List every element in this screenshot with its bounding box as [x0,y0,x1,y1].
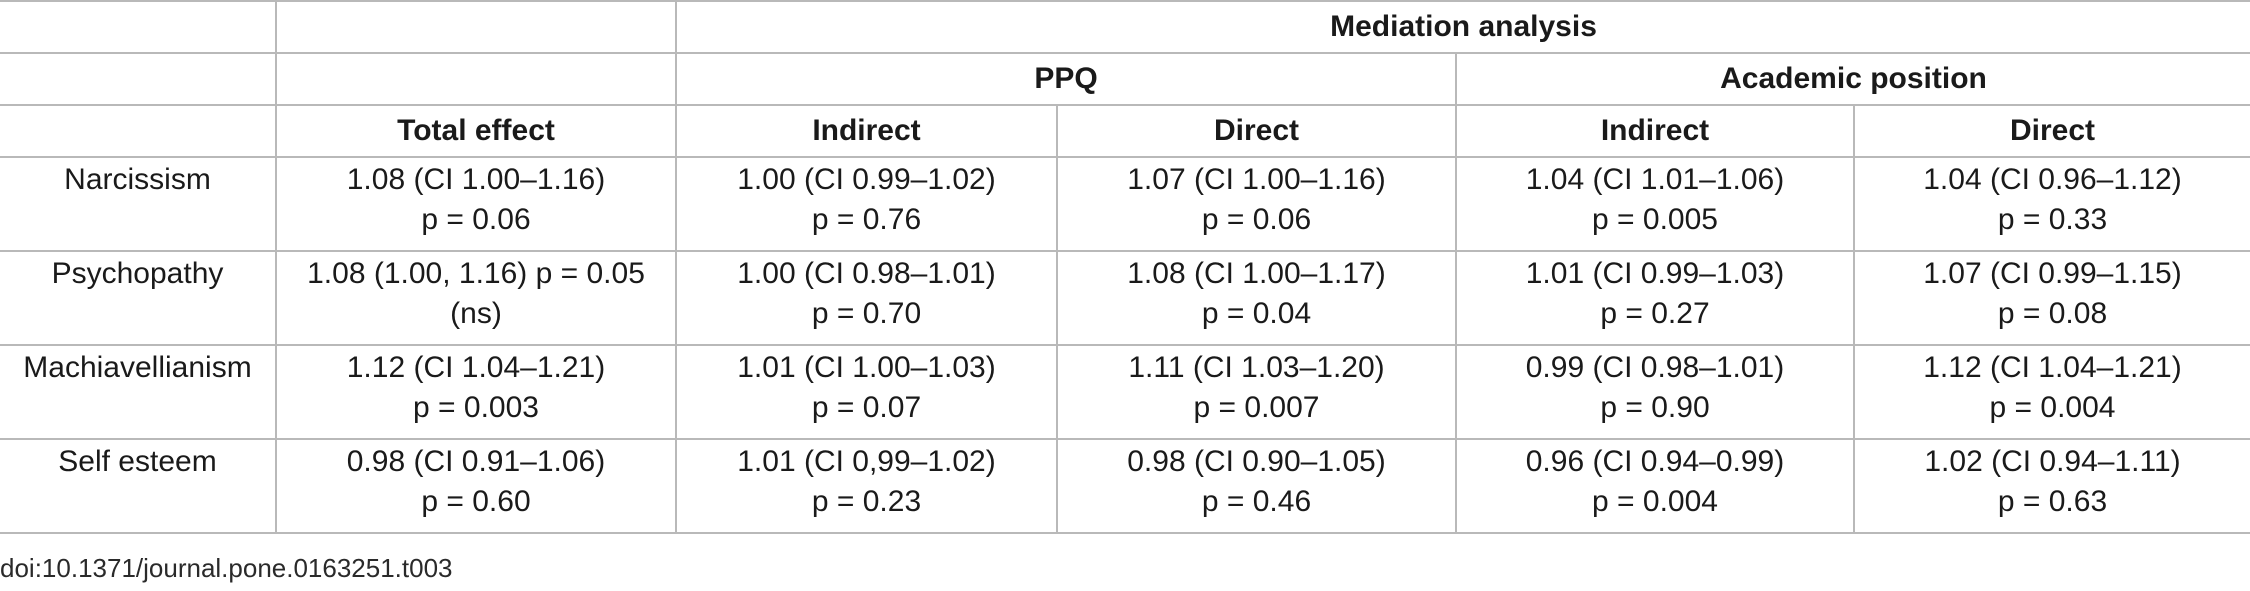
cell-estimate: 0.98 (CI 0.91–1.06) [346,445,606,478]
cell-p-value: p = 0.005 [1592,203,1718,236]
header-academic-indirect: Indirect [1455,104,1855,158]
cell-estimate: 1.08 (CI 1.00–1.17) [1127,257,1386,290]
cell-ppq-indirect: 1.01 (CI 0,99–1.02) p = 0.23 [675,438,1058,534]
cell-p-value: p = 0.07 [811,391,922,424]
cell-estimate: 0.98 (CI 0.90–1.05) [1127,445,1386,478]
header-academic-direct: Direct [1853,104,2250,158]
cell-ppq-indirect: 1.00 (CI 0.98–1.01) p = 0.70 [675,250,1058,346]
cell-academic-indirect: 1.01 (CI 0.99–1.03) p = 0.27 [1455,250,1855,346]
cell-estimate: 1.07 (CI 1.00–1.16) [1127,163,1386,196]
cell-estimate: 1.01 (CI 0.99–1.03) [1525,257,1785,290]
cell-p-value: p = 0.003 [413,391,539,424]
header-empty-cell [0,0,277,54]
cell-ppq-direct: 1.08 (CI 1.00–1.17) p = 0.04 [1056,250,1457,346]
cell-p-value: p = 0.63 [1997,485,2108,518]
cell-academic-indirect: 0.99 (CI 0.98–1.01) p = 0.90 [1455,344,1855,440]
cell-p-value: p = 0.70 [811,297,922,330]
cell-estimate: 1.01 (CI 1.00–1.03) [737,351,996,384]
cell-academic-indirect: 1.04 (CI 1.01–1.06) p = 0.005 [1455,156,1855,252]
cell-estimate: 1.02 (CI 0.94–1.11) [1924,445,2181,478]
table-row: Machiavellianism 1.12 (CI 1.04–1.21) p = … [0,344,2250,440]
cell-total-effect: 0.98 (CI 0.91–1.06) p = 0.60 [275,438,677,534]
cell-p-value: p = 0.04 [1201,297,1312,330]
cell-estimate: 1.04 (CI 0.96–1.12) [1923,163,2182,196]
cell-estimate: 1.00 (CI 0.98–1.01) [737,257,996,290]
cell-p-value: p = 0.007 [1193,391,1320,424]
cell-p-value: p = 0.90 [1600,391,1710,424]
table-row: Narcissism 1.08 (CI 1.00–1.16) p = 0.06 1… [0,156,2250,252]
cell-estimate: 1.11 (CI 1.03–1.20) [1128,351,1385,384]
cell-ppq-direct: 1.11 (CI 1.03–1.20) p = 0.007 [1056,344,1457,440]
table-row: Psychopathy 1.08 (1.00, 1.16) p = 0.05 (n… [0,250,2250,346]
cell-estimate: 1.01 (CI 0,99–1.02) [737,445,996,478]
mediation-table: Mediation analysis PPQ Academic position… [0,0,2250,534]
cell-academic-direct: 1.07 (CI 0.99–1.15) p = 0.08 [1853,250,2250,346]
cell-p-value: (ns) [450,297,502,330]
header-ppq-direct: Direct [1056,104,1457,158]
row-label: Psychopathy [0,250,277,346]
header-empty-cell [275,0,677,54]
header-mediation-analysis: Mediation analysis [675,0,2250,54]
cell-total-effect: 1.12 (CI 1.04–1.21) p = 0.003 [275,344,677,440]
row-label: Machiavellianism [0,344,277,440]
cell-academic-direct: 1.04 (CI 0.96–1.12) p = 0.33 [1853,156,2250,252]
header-empty-cell [0,104,277,158]
cell-ppq-direct: 0.98 (CI 0.90–1.05) p = 0.46 [1056,438,1457,534]
header-row-columns: Total effect Indirect Direct Indirect Di… [0,104,2250,158]
cell-p-value: p = 0.33 [1997,203,2108,236]
table-row: Self esteem 0.98 (CI 0.91–1.06) p = 0.60 … [0,438,2250,534]
header-row-subgroups: PPQ Academic position [0,52,2250,106]
header-ppq: PPQ [675,52,1457,106]
cell-p-value: p = 0.23 [811,485,922,518]
header-ppq-indirect: Indirect [675,104,1058,158]
header-academic-position: Academic position [1455,52,2250,106]
cell-academic-direct: 1.02 (CI 0.94–1.11) p = 0.63 [1853,438,2250,534]
cell-p-value: p = 0.60 [421,485,531,518]
cell-total-effect: 1.08 (CI 1.00–1.16) p = 0.06 [275,156,677,252]
cell-estimate: 1.00 (CI 0.99–1.02) [737,163,996,196]
cell-estimate: 1.08 (1.00, 1.16) p = 0.05 [307,257,645,290]
cell-p-value: p = 0.27 [1600,297,1710,330]
cell-estimate: 1.07 (CI 0.99–1.15) [1923,257,2182,290]
header-total-effect: Total effect [275,104,677,158]
row-label: Narcissism [0,156,277,252]
cell-estimate: 1.12 (CI 1.04–1.21) [1923,351,2182,384]
cell-p-value: p = 0.76 [811,203,922,236]
header-row-group: Mediation analysis [0,0,2250,54]
cell-p-value: p = 0.004 [1989,391,2116,424]
cell-estimate: 0.99 (CI 0.98–1.01) [1525,351,1785,384]
cell-estimate: 0.96 (CI 0.94–0.99) [1525,445,1785,478]
row-label: Self esteem [0,438,277,534]
cell-academic-indirect: 0.96 (CI 0.94–0.99) p = 0.004 [1455,438,1855,534]
cell-p-value: p = 0.46 [1201,485,1312,518]
cell-estimate: 1.08 (CI 1.00–1.16) [346,163,606,196]
cell-p-value: p = 0.08 [1997,297,2108,330]
cell-total-effect: 1.08 (1.00, 1.16) p = 0.05 (ns) [275,250,677,346]
cell-p-value: p = 0.004 [1592,485,1718,518]
cell-ppq-indirect: 1.00 (CI 0.99–1.02) p = 0.76 [675,156,1058,252]
header-empty-cell [275,52,677,106]
cell-estimate: 1.04 (CI 1.01–1.06) [1525,163,1785,196]
cell-estimate: 1.12 (CI 1.04–1.21) [346,351,606,384]
header-empty-cell [0,52,277,106]
cell-p-value: p = 0.06 [1201,203,1312,236]
cell-p-value: p = 0.06 [421,203,531,236]
cell-ppq-direct: 1.07 (CI 1.00–1.16) p = 0.06 [1056,156,1457,252]
cell-ppq-indirect: 1.01 (CI 1.00–1.03) p = 0.07 [675,344,1058,440]
doi-footer: doi:10.1371/journal.pone.0163251.t003 [0,553,453,583]
cell-academic-direct: 1.12 (CI 1.04–1.21) p = 0.004 [1853,344,2250,440]
